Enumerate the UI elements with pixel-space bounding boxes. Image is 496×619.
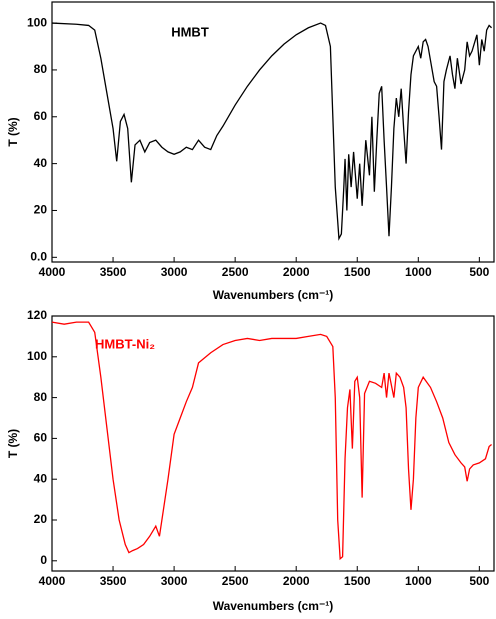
- x-axis-label: Wavenumbers (cm⁻¹): [213, 599, 334, 613]
- x-tick-label: 3000: [161, 265, 188, 279]
- spectrum-line: [51, 321, 492, 561]
- y-tick-label: 40: [34, 156, 48, 170]
- y-tick-label: 120: [27, 308, 47, 322]
- y-tick-label: 100: [27, 349, 47, 363]
- y-tick-label: 60: [34, 109, 48, 123]
- y-tick-label: 40: [34, 471, 48, 485]
- x-tick-label: 2000: [283, 265, 310, 279]
- x-tick-label: 4000: [39, 574, 66, 588]
- spectrum-line: [51, 22, 493, 241]
- x-tick-label: 2500: [222, 265, 249, 279]
- x-tick-label: 1500: [344, 265, 371, 279]
- y-axis-label: T (%): [6, 429, 20, 458]
- x-tick-label: 1000: [405, 265, 432, 279]
- x-tick-label: 3000: [161, 574, 188, 588]
- x-tick-label: 1500: [344, 574, 371, 588]
- x-tick-label: 3500: [100, 574, 127, 588]
- y-tick-label: 60: [34, 431, 48, 445]
- y-tick-label: 0.0: [30, 249, 47, 263]
- plot-frame: [51, 1, 495, 263]
- x-tick-label: 4000: [39, 265, 66, 279]
- annotation: HMBT: [171, 24, 209, 39]
- x-tick-label: 2500: [222, 574, 249, 588]
- y-tick-label: 0: [40, 553, 47, 567]
- plot-frame: [51, 315, 495, 572]
- x-axis-label: Wavenumbers (cm⁻¹): [213, 288, 334, 302]
- x-tick-label: 3500: [100, 265, 127, 279]
- y-tick-label: 80: [34, 62, 48, 76]
- y-tick-label: 80: [34, 390, 48, 404]
- y-tick-label: 100: [27, 15, 47, 29]
- x-tick-label: 500: [469, 574, 489, 588]
- annotation: HMBT-Ni₂: [95, 336, 155, 351]
- y-tick-label: 20: [34, 203, 48, 217]
- y-tick-label: 20: [34, 512, 48, 526]
- y-axis-label: T (%): [6, 117, 20, 146]
- x-tick-label: 500: [469, 265, 489, 279]
- x-tick-label: 1000: [405, 574, 432, 588]
- x-tick-label: 2000: [283, 574, 310, 588]
